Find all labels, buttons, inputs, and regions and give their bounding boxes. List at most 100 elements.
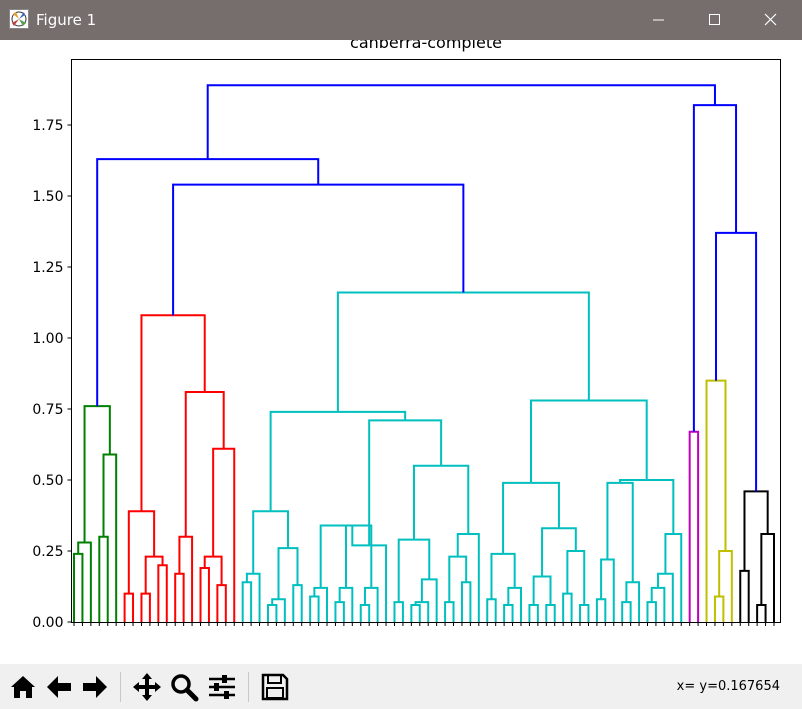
dendrogram-link xyxy=(503,603,514,622)
title-bar[interactable]: Figure 1 xyxy=(0,0,802,40)
dendrogram-links xyxy=(73,84,775,622)
back-button[interactable] xyxy=(43,671,75,703)
dendrogram-link xyxy=(333,524,373,588)
dendrogram-link xyxy=(199,567,210,622)
y-tick-label: 0.00 xyxy=(32,615,63,631)
dendrogram-link xyxy=(528,603,539,622)
dendrogram-link xyxy=(73,552,84,622)
dendrogram-link xyxy=(650,586,666,622)
dendrogram-link xyxy=(313,586,329,622)
y-tick-label: 0.50 xyxy=(32,473,63,489)
dendrogram-link xyxy=(760,532,775,622)
pan-button[interactable] xyxy=(131,671,163,703)
dendrogram-link xyxy=(606,481,634,583)
figure-canvas[interactable]: canberra-complete 0.00 0.25 0.50 0.75 1.00 1.… xyxy=(0,40,802,664)
dendrogram-link xyxy=(566,550,586,605)
dendrogram-link xyxy=(541,527,577,577)
zoom-button[interactable] xyxy=(168,671,200,703)
dendrogram-link xyxy=(562,592,573,622)
dendrogram-link xyxy=(334,601,345,622)
dendrogram-link xyxy=(490,552,516,600)
dendrogram-link xyxy=(579,603,590,622)
dendrogram-link xyxy=(619,479,675,534)
dendrogram-link xyxy=(756,603,767,622)
dendrogram-link xyxy=(713,595,725,622)
dendrogram-link xyxy=(420,578,438,622)
arrow-left-icon xyxy=(47,676,71,698)
dendrogram-link xyxy=(460,581,472,622)
dendrogram-link xyxy=(184,390,225,537)
dendrogram-link xyxy=(410,603,421,622)
y-tick-label: 1.75 xyxy=(32,118,63,134)
dendrogram-link xyxy=(718,550,733,622)
dendrogram-link xyxy=(338,586,354,622)
dendrogram-link xyxy=(502,481,560,554)
dendrogram-link xyxy=(412,464,470,540)
y-tick-label: 1.25 xyxy=(32,260,63,276)
dendrogram-link xyxy=(393,601,404,622)
navigation-toolbar: x= y=0.167654 xyxy=(0,664,802,709)
save-button[interactable] xyxy=(259,671,291,703)
dendrogram-link xyxy=(444,601,455,622)
y-tick-label: 1.50 xyxy=(32,189,63,205)
cursor-coordinates: x= y=0.167654 xyxy=(676,679,780,694)
toolbar-separator xyxy=(248,672,249,702)
dendrogram-link xyxy=(172,183,465,316)
dendrogram-link xyxy=(206,84,716,160)
dendrogram-link xyxy=(688,430,700,622)
dendrogram-link xyxy=(157,564,168,622)
dendrogram-link xyxy=(140,314,206,512)
dendrogram-link xyxy=(397,538,431,603)
dendrogram-link xyxy=(743,490,769,571)
dendrogram-link xyxy=(530,399,648,483)
dendrogram-link xyxy=(102,453,118,622)
dendrogram-link xyxy=(739,569,750,622)
home-button[interactable] xyxy=(7,671,39,703)
dendrogram-link xyxy=(83,405,111,543)
dendrogram-link xyxy=(98,535,109,622)
dendrogram-link xyxy=(456,532,480,622)
y-axis: 0.00 0.25 0.50 0.75 1.00 1.25 1.50 1.75 xyxy=(32,118,72,631)
dendrogram-link xyxy=(203,555,223,586)
dendrogram-link xyxy=(319,524,347,588)
dendrogram-link xyxy=(123,592,135,622)
dendrogram-link xyxy=(212,447,236,622)
dendrogram-link xyxy=(715,231,758,492)
chart-title: canberra-complete xyxy=(350,40,502,52)
dendrogram-link xyxy=(705,379,727,622)
dendrogram-link xyxy=(271,598,286,622)
dendrogram-link xyxy=(174,572,185,622)
close-button[interactable] xyxy=(747,0,793,40)
minimize-button[interactable] xyxy=(636,0,682,40)
dendrogram-link xyxy=(127,510,156,594)
dendrogram-link xyxy=(600,558,615,622)
dendrogram-link xyxy=(266,603,278,622)
dendrogram-link xyxy=(292,584,303,622)
dendrogram-link xyxy=(368,419,443,546)
dendrogram-link xyxy=(252,510,290,574)
dendrogram-link xyxy=(359,603,371,622)
maximize-button[interactable] xyxy=(691,0,737,40)
leaf-ticks xyxy=(73,623,775,626)
dendrogram-link xyxy=(245,572,261,622)
window-title: Figure 1 xyxy=(36,11,97,29)
sliders-icon xyxy=(209,675,235,699)
forward-button[interactable] xyxy=(79,671,111,703)
zoom-icon xyxy=(171,674,199,702)
arrow-right-icon xyxy=(83,676,107,698)
matplotlib-app-icon xyxy=(9,9,29,29)
dendrogram-plot: canberra-complete 0.00 0.25 0.50 0.75 1.00 1.… xyxy=(32,40,781,631)
dendrogram-link xyxy=(269,410,407,512)
dendrogram-link xyxy=(241,581,253,622)
dendrogram-link xyxy=(277,547,299,600)
dendrogram-link xyxy=(657,572,674,622)
dendrogram-link xyxy=(140,592,151,622)
save-icon xyxy=(261,673,289,701)
configure-subplots-button[interactable] xyxy=(206,671,238,703)
y-tick-label: 1.00 xyxy=(32,331,63,347)
move-icon xyxy=(133,673,161,701)
dendrogram-link xyxy=(532,575,552,605)
dendrogram-link xyxy=(692,104,738,432)
dendrogram-link xyxy=(621,601,632,622)
axes-frame xyxy=(71,59,781,623)
